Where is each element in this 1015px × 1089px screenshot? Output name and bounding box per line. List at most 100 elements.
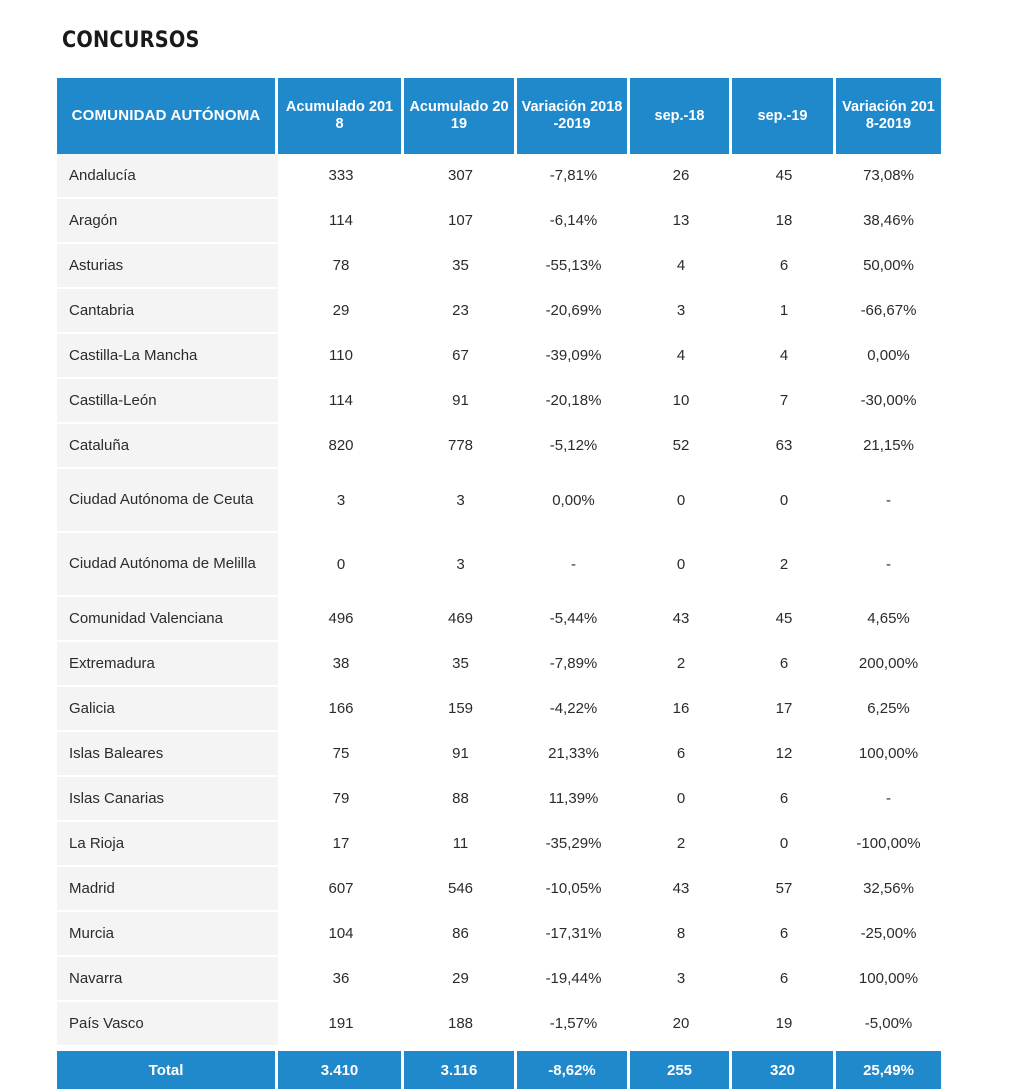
table-row: Asturias 78 35 -55,13% 4 6 50,00% bbox=[57, 244, 941, 289]
cell-var_acum: -10,05% bbox=[517, 867, 630, 912]
column-header-variacion-septiembre: Variación 2018-2019 bbox=[836, 78, 941, 154]
column-header-acumulado-2019: Acumulado 2019 bbox=[404, 78, 517, 154]
table-row: Galicia 166 159 -4,22% 16 17 6,25% bbox=[57, 687, 941, 732]
cell-sep_19: 6 bbox=[732, 244, 836, 289]
total-sep-19: 320 bbox=[732, 1051, 836, 1089]
column-header-sep-18: sep.-18 bbox=[630, 78, 732, 154]
cell-acum_2019: 307 bbox=[404, 154, 517, 199]
table-row: País Vasco 191 188 -1,57% 20 19 -5,00% bbox=[57, 1002, 941, 1047]
cell-comunidad: Extremadura bbox=[57, 642, 278, 687]
total-row: Total 3.410 3.116 -8,62% 255 320 25,49% bbox=[57, 1051, 941, 1089]
cell-comunidad: Castilla-La Mancha bbox=[57, 334, 278, 379]
cell-comunidad: País Vasco bbox=[57, 1002, 278, 1047]
cell-var_sep: 21,15% bbox=[836, 424, 941, 469]
cell-sep_18: 6 bbox=[630, 732, 732, 777]
header-row: COMUNIDAD AUTÓNOMA Acumulado 2018 Acumul… bbox=[57, 78, 941, 154]
total-variacion-acumulado: -8,62% bbox=[517, 1051, 630, 1089]
cell-var_sep: -100,00% bbox=[836, 822, 941, 867]
table-row: Cataluña 820 778 -5,12% 52 63 21,15% bbox=[57, 424, 941, 469]
cell-sep_19: 45 bbox=[732, 597, 836, 642]
cell-comunidad: Islas Canarias bbox=[57, 777, 278, 822]
cell-sep_18: 43 bbox=[630, 867, 732, 912]
cell-sep_18: 0 bbox=[630, 533, 732, 597]
cell-var_acum: 21,33% bbox=[517, 732, 630, 777]
concursos-table-container: COMUNIDAD AUTÓNOMA Acumulado 2018 Acumul… bbox=[57, 78, 941, 1089]
cell-sep_19: 6 bbox=[732, 642, 836, 687]
cell-acum_2018: 3 bbox=[278, 469, 404, 533]
cell-acum_2019: 11 bbox=[404, 822, 517, 867]
cell-sep_19: 4 bbox=[732, 334, 836, 379]
column-header-variacion-acumulado: Variación 2018-2019 bbox=[517, 78, 630, 154]
cell-var_acum: -20,69% bbox=[517, 289, 630, 334]
table-row: Extremadura 38 35 -7,89% 2 6 200,00% bbox=[57, 642, 941, 687]
cell-var_sep: 50,00% bbox=[836, 244, 941, 289]
cell-acum_2018: 607 bbox=[278, 867, 404, 912]
cell-sep_18: 52 bbox=[630, 424, 732, 469]
cell-acum_2019: 88 bbox=[404, 777, 517, 822]
cell-sep_18: 10 bbox=[630, 379, 732, 424]
column-header-comunidad: COMUNIDAD AUTÓNOMA bbox=[57, 78, 278, 154]
cell-sep_18: 43 bbox=[630, 597, 732, 642]
table-footer: Total 3.410 3.116 -8,62% 255 320 25,49% bbox=[57, 1047, 941, 1089]
cell-acum_2019: 91 bbox=[404, 732, 517, 777]
cell-var_sep: - bbox=[836, 469, 941, 533]
cell-var_acum: 0,00% bbox=[517, 469, 630, 533]
cell-comunidad: Cataluña bbox=[57, 424, 278, 469]
concursos-table: COMUNIDAD AUTÓNOMA Acumulado 2018 Acumul… bbox=[57, 78, 941, 1089]
cell-sep_18: 2 bbox=[630, 642, 732, 687]
cell-acum_2018: 75 bbox=[278, 732, 404, 777]
cell-acum_2018: 36 bbox=[278, 957, 404, 1002]
cell-acum_2019: 778 bbox=[404, 424, 517, 469]
cell-sep_19: 2 bbox=[732, 533, 836, 597]
cell-acum_2019: 35 bbox=[404, 244, 517, 289]
cell-acum_2018: 820 bbox=[278, 424, 404, 469]
table-row: Comunidad Valenciana 496 469 -5,44% 43 45 4,65… bbox=[57, 597, 941, 642]
total-label: Total bbox=[57, 1051, 278, 1089]
cell-acum_2019: 86 bbox=[404, 912, 517, 957]
table-row: Castilla-La Mancha 110 67 -39,09% 4 4 0,00% bbox=[57, 334, 941, 379]
cell-sep_19: 17 bbox=[732, 687, 836, 732]
table-row: Aragón 114 107 -6,14% 13 18 38,46% bbox=[57, 199, 941, 244]
cell-var_sep: 73,08% bbox=[836, 154, 941, 199]
cell-acum_2018: 110 bbox=[278, 334, 404, 379]
table-body: Andalucía 333 307 -7,81% 26 45 73,08% Aragón 114… bbox=[57, 154, 941, 1047]
cell-var_acum: -6,14% bbox=[517, 199, 630, 244]
table-row: Cantabria 29 23 -20,69% 3 1 -66,67% bbox=[57, 289, 941, 334]
cell-sep_18: 3 bbox=[630, 289, 732, 334]
cell-comunidad: Ciudad Autónoma de Ceuta bbox=[57, 469, 278, 533]
cell-sep_19: 6 bbox=[732, 957, 836, 1002]
cell-acum_2018: 79 bbox=[278, 777, 404, 822]
total-acumulado-2019: 3.116 bbox=[404, 1051, 517, 1089]
table-row: Islas Baleares 75 91 21,33% 6 12 100,00% bbox=[57, 732, 941, 777]
cell-sep_19: 63 bbox=[732, 424, 836, 469]
cell-var_acum: -7,81% bbox=[517, 154, 630, 199]
cell-acum_2018: 114 bbox=[278, 199, 404, 244]
cell-sep_19: 7 bbox=[732, 379, 836, 424]
cell-sep_19: 1 bbox=[732, 289, 836, 334]
cell-acum_2019: 469 bbox=[404, 597, 517, 642]
cell-sep_18: 4 bbox=[630, 244, 732, 289]
cell-acum_2018: 78 bbox=[278, 244, 404, 289]
column-header-acumulado-2018: Acumulado 2018 bbox=[278, 78, 404, 154]
cell-acum_2019: 67 bbox=[404, 334, 517, 379]
cell-var_sep: 200,00% bbox=[836, 642, 941, 687]
cell-acum_2018: 0 bbox=[278, 533, 404, 597]
cell-var_acum: -19,44% bbox=[517, 957, 630, 1002]
cell-sep_18: 13 bbox=[630, 199, 732, 244]
cell-acum_2018: 496 bbox=[278, 597, 404, 642]
table-header: COMUNIDAD AUTÓNOMA Acumulado 2018 Acumul… bbox=[57, 78, 941, 154]
cell-var_sep: 100,00% bbox=[836, 732, 941, 777]
page-title: CONCURSOS bbox=[62, 28, 200, 53]
cell-var_acum: 11,39% bbox=[517, 777, 630, 822]
cell-acum_2019: 23 bbox=[404, 289, 517, 334]
cell-sep_18: 3 bbox=[630, 957, 732, 1002]
cell-sep_18: 8 bbox=[630, 912, 732, 957]
cell-sep_18: 2 bbox=[630, 822, 732, 867]
table-row: Ciudad Autónoma de Ceuta 3 3 0,00% 0 0- bbox=[57, 469, 941, 533]
cell-sep_19: 0 bbox=[732, 822, 836, 867]
column-header-sep-19: sep.-19 bbox=[732, 78, 836, 154]
cell-sep_19: 6 bbox=[732, 777, 836, 822]
cell-acum_2018: 166 bbox=[278, 687, 404, 732]
table-row: La Rioja 17 11 -35,29% 2 0 -100,00% bbox=[57, 822, 941, 867]
cell-acum_2019: 3 bbox=[404, 469, 517, 533]
